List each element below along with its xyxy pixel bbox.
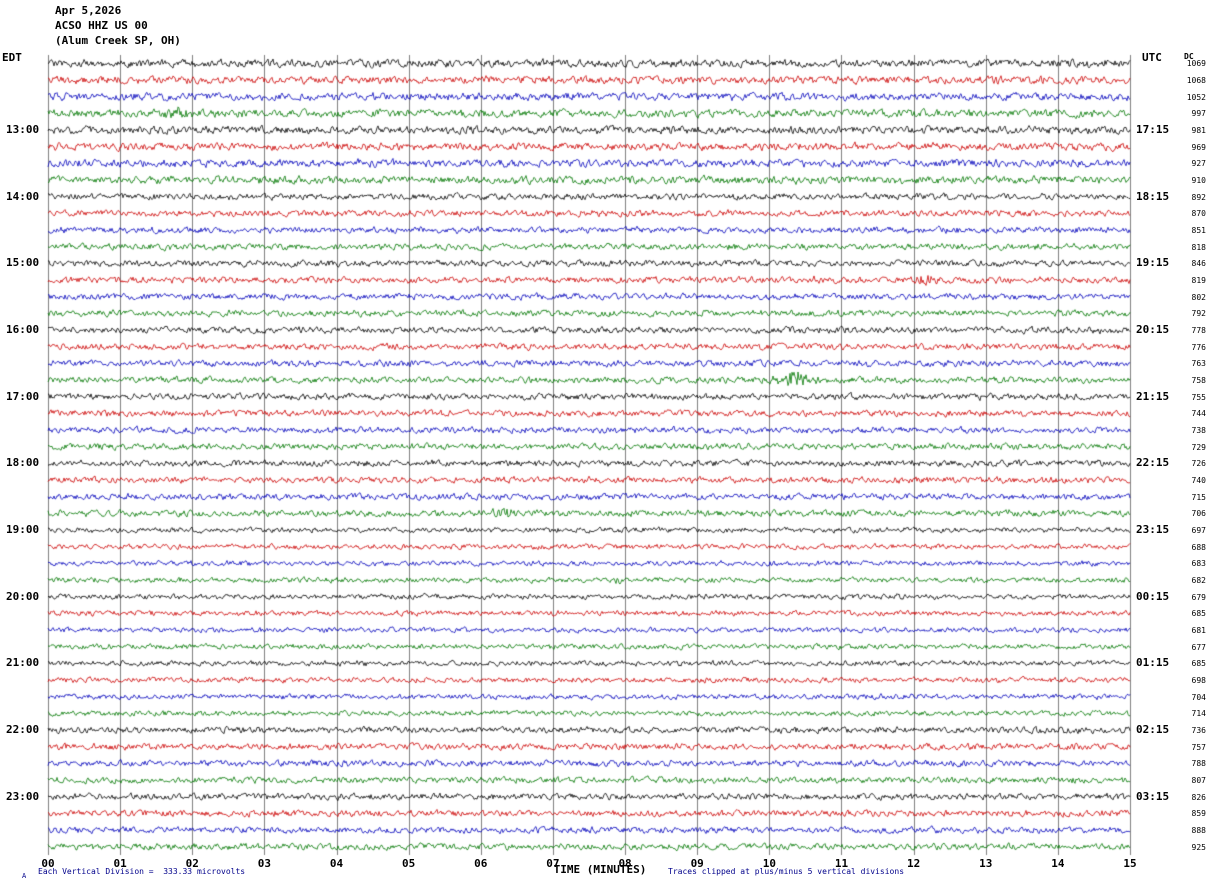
x-tick-label: 06	[474, 857, 488, 870]
dc-value: 698	[1191, 676, 1206, 685]
utc-time-label: 01:15	[1136, 656, 1170, 670]
dc-value: 859	[1191, 809, 1206, 819]
dc-value: 736	[1191, 726, 1206, 735]
edt-time-label: 13:00	[6, 123, 40, 136]
dc-value: 758	[1191, 376, 1206, 385]
dc-value: 706	[1191, 509, 1206, 519]
dc-value: 757	[1191, 742, 1206, 752]
edt-time-label: 22:00	[6, 723, 40, 736]
dc-value: 778	[1191, 326, 1206, 335]
dc-value: 792	[1191, 309, 1206, 319]
utc-time-label: 21:15	[1136, 389, 1170, 403]
dc-value: 738	[1191, 426, 1206, 435]
x-tick-label: 07	[546, 857, 560, 870]
edt-time-label: 21:00	[6, 656, 40, 670]
dc-value: 846	[1191, 259, 1206, 269]
header-station: ACSO HHZ US 00	[55, 19, 148, 32]
scale-note: Each Vertical Division = 333.33 microvol…	[38, 867, 246, 876]
dc-value: 755	[1191, 392, 1206, 402]
x-tick-label: 05	[402, 857, 416, 870]
left-timezone-label: EDT	[2, 51, 22, 64]
dc-value: 819	[1191, 276, 1206, 285]
dc-value: 826	[1191, 792, 1206, 802]
edt-time-label: 19:00	[6, 523, 40, 536]
dc-value: 807	[1191, 776, 1206, 785]
dc-value: 851	[1191, 226, 1206, 235]
dc-value: 788	[1191, 759, 1206, 769]
x-tick-label: 08	[618, 857, 632, 870]
edt-time-label: 20:00	[6, 589, 40, 603]
dc-value: 925	[1191, 842, 1206, 852]
edt-time-label: 15:00	[6, 256, 40, 270]
utc-time-label: 19:15	[1136, 256, 1170, 270]
dc-value: 704	[1191, 692, 1206, 702]
dc-value: 682	[1191, 576, 1206, 585]
dc-column-header: DC	[1184, 52, 1194, 61]
x-tick-label: 04	[329, 857, 344, 870]
dc-value: 685	[1191, 659, 1206, 669]
x-tick-label: 13	[979, 857, 993, 870]
dc-value: 714	[1191, 709, 1206, 719]
dc-value: 969	[1191, 142, 1206, 152]
dc-value: 776	[1191, 342, 1206, 352]
right-timezone-label: UTC	[1142, 51, 1162, 64]
dc-value: 892	[1191, 192, 1206, 202]
dc-value: 818	[1191, 242, 1206, 252]
x-tick-label: 01	[113, 857, 127, 870]
dc-value: 744	[1191, 409, 1206, 419]
utc-time-label: 17:15	[1136, 123, 1170, 136]
dc-value: 715	[1191, 492, 1206, 502]
dc-value: 681	[1191, 626, 1206, 635]
header-date: Apr 5,2026	[55, 4, 122, 17]
dc-value: 1052	[1186, 92, 1206, 102]
dc-value: 888	[1191, 826, 1206, 835]
x-tick-label: 09	[690, 857, 704, 870]
dc-value: 677	[1191, 642, 1206, 652]
edt-time-label: 14:00	[6, 189, 40, 203]
dc-value: 927	[1191, 159, 1206, 169]
dc-value: 685	[1191, 609, 1206, 619]
x-tick-label: 03	[257, 857, 272, 870]
x-tick-label: 12	[906, 857, 921, 870]
dc-value: 802	[1191, 292, 1206, 302]
x-tick-label: 14	[1051, 857, 1065, 870]
dc-value: 981	[1191, 126, 1206, 135]
edt-time-label: 23:00	[6, 789, 40, 803]
utc-time-label: 23:15	[1136, 523, 1170, 536]
dc-value: 726	[1191, 459, 1206, 469]
x-tick-label: 15	[1123, 857, 1137, 870]
utc-time-label: 03:15	[1136, 789, 1170, 803]
dc-value: 870	[1191, 209, 1206, 219]
dc-value: 1069	[1186, 59, 1206, 69]
dc-value: 683	[1191, 559, 1206, 569]
corner-mark: A	[22, 872, 27, 880]
dc-value: 997	[1191, 109, 1206, 119]
clip-note: Traces clipped at plus/minus 5 vertical …	[668, 867, 905, 876]
dc-value: 763	[1191, 359, 1206, 369]
edt-time-label: 16:00	[6, 323, 40, 336]
x-tick-label: 02	[185, 857, 199, 870]
dc-value: 740	[1191, 476, 1206, 485]
utc-time-label: 00:15	[1136, 589, 1170, 603]
dc-value: 910	[1191, 176, 1206, 185]
dc-value: 688	[1191, 542, 1206, 552]
dc-value: 1068	[1186, 76, 1206, 85]
utc-time-label: 02:15	[1136, 723, 1170, 736]
dc-value: 729	[1191, 442, 1206, 452]
utc-time-label: 20:15	[1136, 323, 1170, 336]
dc-value: 679	[1191, 592, 1206, 602]
x-axis-title: TIME (MINUTES)	[553, 863, 647, 876]
x-tick-label: 00	[41, 857, 55, 870]
utc-time-label: 22:15	[1136, 456, 1170, 470]
edt-time-label: 18:00	[6, 456, 40, 470]
dc-value: 697	[1191, 526, 1206, 535]
edt-time-label: 17:00	[6, 389, 40, 403]
utc-time-label: 18:15	[1136, 189, 1170, 203]
header-location: (Alum Creek SP, OH)	[55, 34, 181, 47]
x-tick-label: 11	[834, 857, 849, 870]
x-tick-label: 10	[762, 857, 776, 870]
